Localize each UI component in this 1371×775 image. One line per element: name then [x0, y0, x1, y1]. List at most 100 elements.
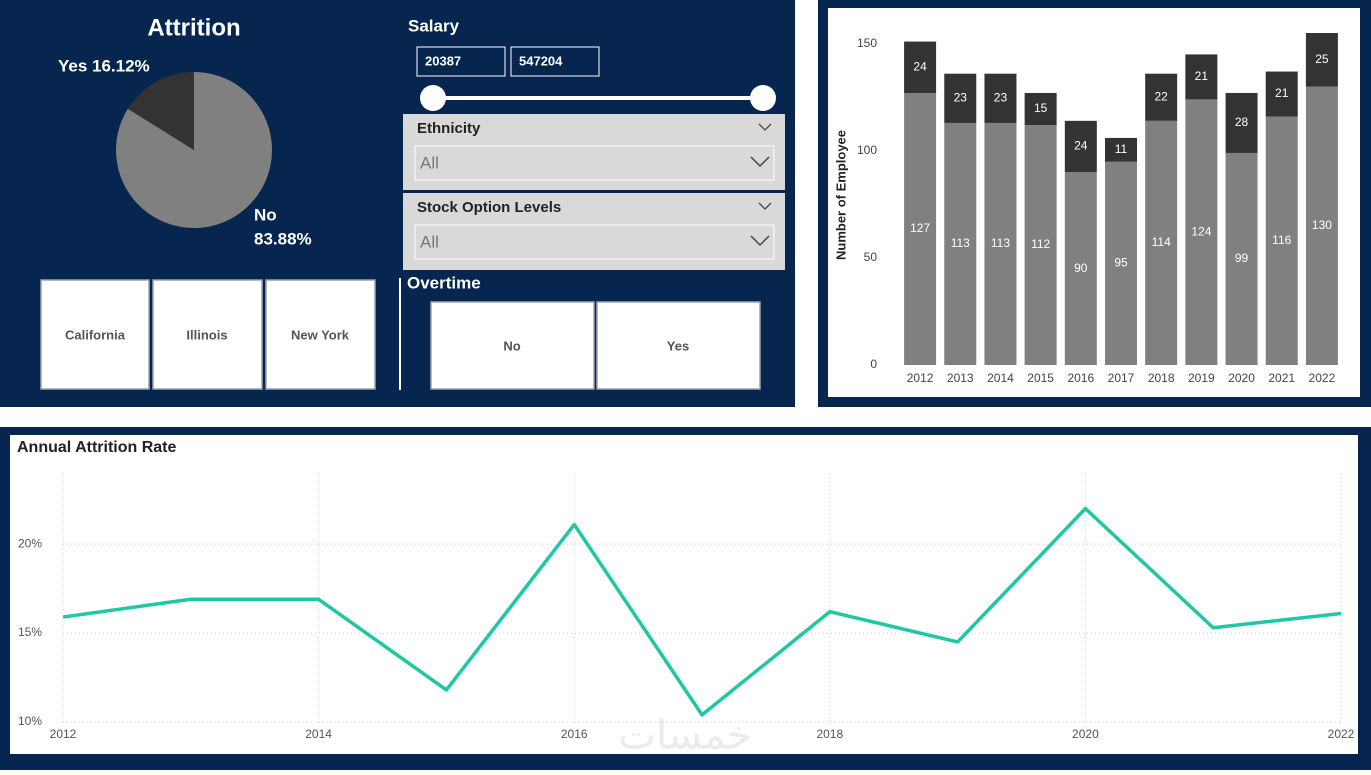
bar-value-label: 130: [1312, 218, 1332, 232]
pie-value-label: 83.88%: [254, 229, 312, 248]
overtime-button[interactable]: [430, 301, 595, 390]
bar-value-label: 23: [954, 91, 968, 105]
x-tick-label: 2013: [947, 371, 974, 385]
bar-segment: [1145, 73, 1178, 121]
bar-value-label: 11: [1115, 142, 1128, 156]
location-label: California: [65, 327, 126, 342]
bar-value-label: 124: [1191, 224, 1211, 238]
ethnicity-dropdown[interactable]: [414, 145, 775, 181]
stock-value: All: [420, 232, 439, 251]
pie-slice: [127, 72, 194, 150]
y-tick-label: 100: [857, 143, 877, 157]
bar-segment: [1064, 172, 1097, 365]
overtime-label: Yes: [667, 338, 689, 353]
x-tick-label: 2012: [50, 727, 77, 741]
x-tick-label: 2018: [816, 727, 843, 741]
y-tick-label: 50: [864, 250, 878, 264]
y-tick-label: 15%: [18, 625, 42, 639]
bar-segment: [1225, 92, 1258, 153]
bar-segment: [1145, 120, 1178, 365]
overtime-label: No: [503, 338, 520, 353]
location-label: Illinois: [186, 327, 227, 342]
bar-segment: [1105, 137, 1137, 162]
salary-title: Salary: [408, 16, 460, 35]
x-tick-label: 2021: [1268, 371, 1295, 385]
location-label: New York: [291, 327, 350, 342]
chevron: [758, 123, 772, 131]
bar-value-label: 112: [1031, 237, 1050, 251]
bar-value-label: 113: [951, 236, 970, 250]
bar-value-label: 99: [1235, 251, 1249, 265]
bar-segment: [944, 73, 977, 123]
bar-value-label: 90: [1074, 261, 1088, 275]
bar-segment: [904, 41, 937, 93]
bar-value-label: 95: [1114, 255, 1128, 269]
location-button[interactable]: [265, 279, 376, 390]
bar-segment: [944, 122, 977, 365]
bar-value-label: 113: [991, 236, 1010, 250]
bar-segment: [1185, 54, 1218, 100]
chevron: [750, 235, 770, 247]
bar-segment: [1305, 86, 1338, 365]
x-tick-label: 2016: [561, 727, 588, 741]
pie-category-label: No: [254, 205, 277, 224]
bar-segment: [1024, 125, 1057, 365]
bar-segment: [1305, 33, 1338, 87]
bar-segment: [1225, 152, 1258, 365]
x-tick-label: 2016: [1067, 371, 1094, 385]
bar-segment: [1064, 120, 1097, 173]
pie-value-label: 16.12%: [92, 56, 150, 75]
bar-value-label: 28: [1235, 115, 1249, 129]
y-tick-label: 20%: [18, 536, 42, 550]
location-button[interactable]: [152, 279, 263, 390]
x-tick-label: 2020: [1072, 727, 1099, 741]
bar-value-label: 114: [1152, 235, 1171, 249]
line: [62, 506, 1342, 717]
x-tick-label: 2022: [1309, 371, 1336, 385]
bar-value-label: 116: [1272, 233, 1291, 247]
bar-segment: [904, 92, 937, 366]
x-tick-label: 2015: [1027, 371, 1054, 385]
salary-min: 20387: [425, 53, 461, 68]
bar-value-label: 24: [1074, 139, 1088, 153]
y-tick-label: 10%: [18, 714, 42, 728]
bar-value-label: 25: [1315, 52, 1329, 66]
bar-segment: [984, 122, 1017, 365]
x-tick-label: 2014: [987, 371, 1014, 385]
salary-max: 547204: [519, 53, 563, 68]
bar-value-label: 22: [1155, 89, 1169, 103]
y-tick-label: 150: [857, 36, 877, 50]
bar-value-label: 21: [1275, 86, 1289, 100]
chevron: [758, 202, 772, 210]
salary-max-box[interactable]: [510, 46, 600, 77]
ethnicity-value: All: [420, 153, 439, 172]
salary-min-box[interactable]: [416, 46, 506, 77]
stock-dropdown[interactable]: [414, 224, 775, 260]
bar-value-label: 21: [1195, 69, 1209, 83]
y-axis-label: Number of Employee: [833, 130, 848, 260]
x-tick-label: 2022: [1328, 727, 1355, 741]
stock-title: Stock Option Levels: [417, 199, 561, 216]
y-tick-label: 0: [870, 357, 877, 371]
bar-value-label: 24: [913, 59, 927, 73]
ethnicity-title: Ethnicity: [417, 120, 481, 137]
bar-value-label: 127: [910, 221, 930, 235]
overtime-title: Overtime: [407, 273, 481, 292]
bar-segment: [1105, 161, 1137, 365]
salary-slider-handle[interactable]: [420, 85, 446, 111]
x-tick-label: 2020: [1228, 371, 1255, 385]
location-button[interactable]: [40, 279, 150, 390]
overtime-button[interactable]: [596, 301, 761, 390]
bar-segment: [1265, 71, 1298, 117]
line-title: Annual Attrition Rate: [17, 439, 177, 456]
bar-segment: [984, 73, 1017, 123]
watermark: خمسات: [618, 714, 751, 758]
x-tick-label: 2012: [907, 371, 934, 385]
line-panel: [10, 435, 1358, 754]
bar-segment: [1024, 92, 1057, 126]
chevron: [750, 156, 770, 168]
salary-slider-handle[interactable]: [750, 85, 776, 111]
pie-title: Attrition: [147, 14, 240, 41]
x-tick-label: 2019: [1188, 371, 1215, 385]
